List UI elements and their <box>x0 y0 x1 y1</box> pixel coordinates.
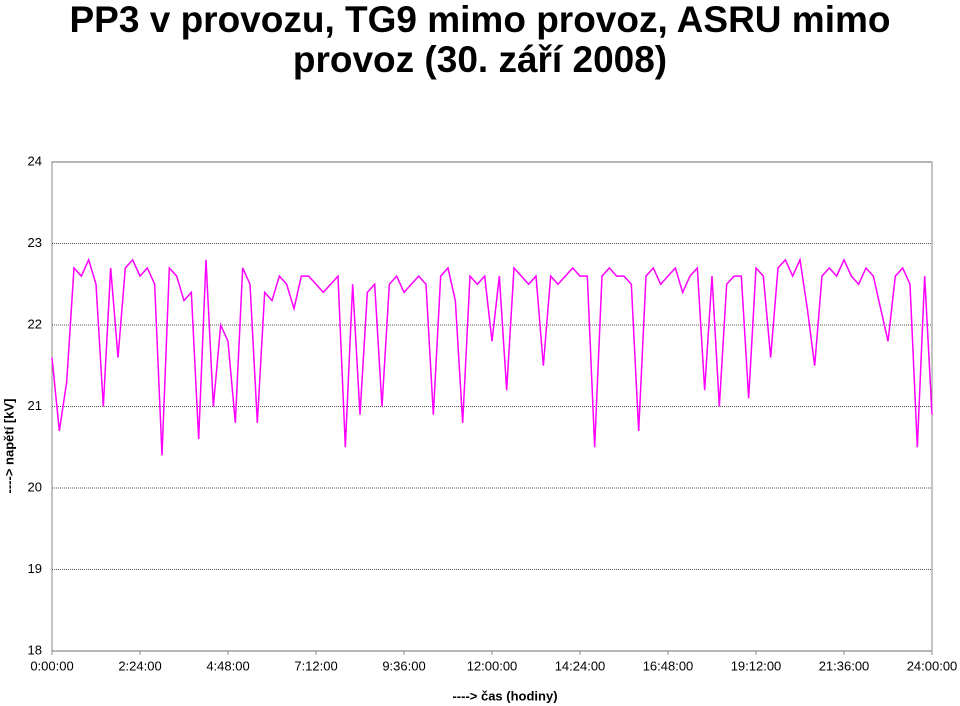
y-tick-label: 22 <box>28 316 42 331</box>
y-tick-label: 21 <box>28 398 42 413</box>
x-tick-label: 24:00:00 <box>907 658 958 673</box>
x-tick-label: 4:48:00 <box>206 658 249 673</box>
y-axis-label: ----> napětí [kV] <box>1 399 16 494</box>
x-tick-label: 21:36:00 <box>819 658 870 673</box>
x-tick-label: 7:12:00 <box>294 658 337 673</box>
x-tick-label: 9:36:00 <box>382 658 425 673</box>
data-line <box>51 257 933 456</box>
x-tick-label: 2:24:00 <box>118 658 161 673</box>
chart-title: PP3 v provozu, TG9 mimo provoz, ASRU mim… <box>69 0 891 80</box>
x-tick-label: 16:48:00 <box>643 658 694 673</box>
x-tick-label: 0:00:00 <box>30 658 73 673</box>
y-tick-label: 24 <box>28 153 42 168</box>
x-axis-label: ----> čas (hodiny) <box>452 688 557 703</box>
x-tick-label: 14:24:00 <box>555 658 606 673</box>
x-tick-label: 12:00:00 <box>467 658 518 673</box>
y-tick-label: 19 <box>28 561 42 576</box>
x-tick-label: 19:12:00 <box>731 658 782 673</box>
y-tick-label: 23 <box>28 235 42 250</box>
y-tick-label: 20 <box>28 479 42 494</box>
y-tick-label: 18 <box>28 642 42 657</box>
